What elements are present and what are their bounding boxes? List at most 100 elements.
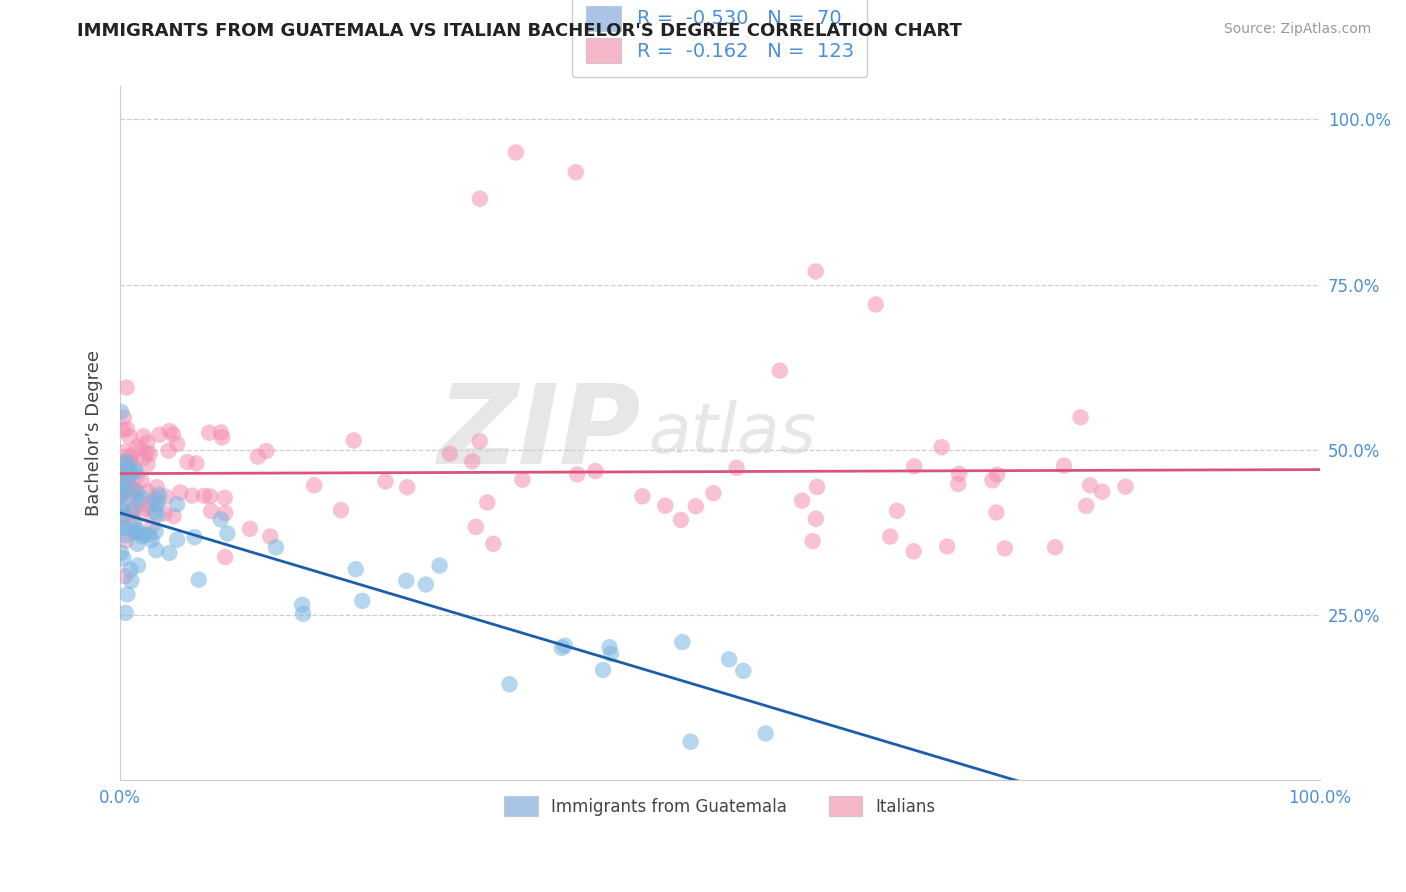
Point: [111, 487, 134, 501]
Point: [654, 499, 676, 513]
Point: [1053, 458, 1076, 473]
Point: [131, 507, 153, 521]
Point: [239, 522, 262, 536]
Point: [512, 473, 534, 487]
Point: [936, 540, 959, 554]
Point: [169, 485, 191, 500]
Point: [114, 460, 136, 475]
Point: [131, 529, 153, 543]
Point: [1091, 484, 1114, 499]
Point: [948, 467, 970, 481]
Point: [111, 485, 134, 500]
Point: [111, 503, 134, 517]
Point: [702, 486, 724, 500]
Point: [718, 652, 741, 666]
Text: IMMIGRANTS FROM GUATEMALA VS ITALIAN BACHELOR'S DEGREE CORRELATION CHART: IMMIGRANTS FROM GUATEMALA VS ITALIAN BAC…: [77, 22, 962, 40]
Point: [115, 474, 138, 488]
Point: [122, 463, 145, 477]
Point: [157, 546, 180, 560]
Point: [352, 594, 374, 608]
Point: [136, 501, 159, 516]
Point: [136, 435, 159, 450]
Point: [110, 546, 132, 560]
Point: [131, 474, 153, 488]
Point: [162, 427, 184, 442]
Point: [138, 498, 160, 512]
Point: [139, 447, 162, 461]
Point: [136, 484, 159, 499]
Point: [209, 425, 232, 440]
Point: [125, 465, 148, 479]
Point: [125, 524, 148, 539]
Point: [125, 485, 148, 500]
Point: [124, 518, 146, 533]
Point: [114, 528, 136, 542]
Point: [111, 508, 134, 523]
Point: [865, 297, 887, 311]
Point: [127, 537, 149, 551]
Point: [551, 640, 574, 655]
Point: [374, 475, 396, 489]
Point: [415, 577, 437, 591]
Point: [193, 489, 215, 503]
Point: [804, 512, 827, 526]
Point: [145, 543, 167, 558]
Point: [115, 422, 138, 436]
Point: [121, 481, 143, 495]
Point: [986, 506, 1008, 520]
Point: [143, 491, 166, 506]
Point: [114, 569, 136, 583]
Point: [461, 454, 484, 468]
Point: [254, 444, 277, 458]
Point: [131, 491, 153, 505]
Point: [120, 505, 142, 519]
Point: [567, 467, 589, 482]
Point: [755, 726, 778, 740]
Point: [115, 454, 138, 468]
Point: [931, 440, 953, 454]
Text: atlas: atlas: [648, 400, 815, 467]
Point: [209, 512, 232, 526]
Point: [176, 455, 198, 469]
Point: [879, 530, 901, 544]
Point: [790, 493, 813, 508]
Point: [120, 489, 142, 503]
Point: [600, 647, 623, 661]
Point: [166, 437, 188, 451]
Point: [122, 505, 145, 519]
Point: [124, 525, 146, 540]
Point: [110, 483, 132, 497]
Point: [143, 505, 166, 519]
Point: [554, 639, 576, 653]
Point: [669, 513, 692, 527]
Point: [583, 464, 606, 478]
Point: [679, 735, 702, 749]
Point: [592, 663, 614, 677]
Point: [671, 635, 693, 649]
Point: [1114, 480, 1136, 494]
Point: [986, 467, 1008, 482]
Point: [127, 440, 149, 454]
Point: [122, 483, 145, 497]
Point: [1070, 410, 1092, 425]
Point: [903, 544, 925, 558]
Point: [132, 450, 155, 465]
Point: [246, 450, 269, 464]
Point: [122, 502, 145, 516]
Point: [806, 480, 828, 494]
Point: [264, 541, 287, 555]
Point: [804, 264, 827, 278]
Point: [981, 473, 1004, 487]
Point: [1043, 540, 1066, 554]
Point: [117, 475, 139, 489]
Point: [214, 506, 236, 520]
Point: [343, 434, 366, 448]
Point: [127, 494, 149, 508]
Point: [136, 457, 159, 471]
Y-axis label: Bachelor’s Degree: Bachelor’s Degree: [86, 351, 103, 516]
Point: [468, 192, 491, 206]
Point: [439, 447, 461, 461]
Point: [120, 512, 142, 526]
Point: [733, 664, 755, 678]
Point: [114, 444, 136, 458]
